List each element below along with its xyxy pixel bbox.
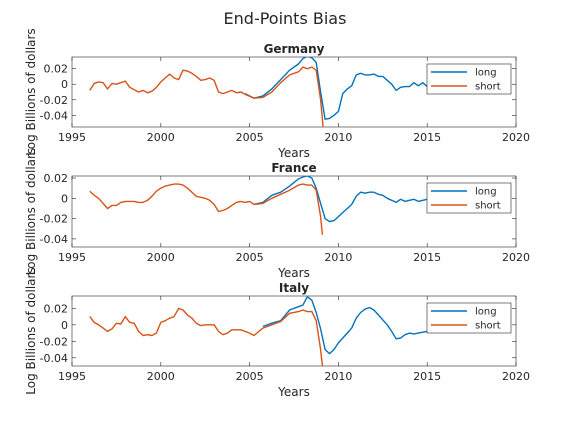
x-axis-label: Years <box>277 266 310 280</box>
panel-germany: 1995 2000 2005 2010 2015 2020 -0.04 -0.02 0 0.02 G… <box>24 28 530 160</box>
x-tick-label: 2010 <box>324 251 352 264</box>
legend-label-long: long <box>475 187 497 198</box>
legend-label-long: long <box>475 307 497 318</box>
x-tick-label: 2005 <box>236 131 264 144</box>
legend: long short <box>426 182 512 214</box>
x-tick-label: 1995 <box>58 131 86 144</box>
legend-label-short: short <box>475 82 501 93</box>
legend: long short <box>426 63 512 95</box>
panel-title: France <box>271 161 316 175</box>
y-axis-label: Log Billions of dollars <box>24 267 38 394</box>
y-tick-label: -0.02 <box>40 335 68 348</box>
chart-panels: 1995 2000 2005 2010 2015 2020 -0.04 -0.02 0 0.02 G… <box>24 28 530 399</box>
panel-italy: 1995 2000 2005 2010 2015 2020 -0.04 -0.02 0 0.02 I… <box>24 267 530 399</box>
x-tick-label: 2005 <box>236 370 264 383</box>
y-axis-label: Log Billions of dollars <box>24 28 38 155</box>
y-tick-label: 0.02 <box>44 63 69 76</box>
y-tick-label: 0 <box>61 319 68 332</box>
x-tick-label: 2015 <box>413 131 441 144</box>
x-tick-label: 2010 <box>324 131 352 144</box>
y-tick-label: -0.02 <box>40 94 68 107</box>
x-axis-label: Years <box>277 146 310 160</box>
series-line-short <box>89 183 324 235</box>
x-tick-label: 2005 <box>236 251 264 264</box>
x-axis-label: Years <box>277 385 310 399</box>
y-axis-label: Log Billions of dollars <box>24 148 38 275</box>
y-tick-label: -0.04 <box>40 352 68 365</box>
panel-title: Germany <box>264 42 325 56</box>
series-line-short <box>89 66 324 127</box>
y-tick-label: 0 <box>61 78 68 91</box>
x-tick-label: 2020 <box>502 131 530 144</box>
y-tick-label: -0.04 <box>40 109 68 122</box>
series-line-long <box>253 176 428 223</box>
x-tick-label: 1995 <box>58 370 86 383</box>
x-tick-label: 1995 <box>58 251 86 264</box>
legend-label-short: short <box>475 201 501 212</box>
y-tick-label: -0.04 <box>40 233 68 246</box>
x-tick-label: 2015 <box>413 370 441 383</box>
x-tick-label: 2000 <box>147 370 175 383</box>
y-tick-label: 0 <box>61 192 68 205</box>
series-line-short <box>89 307 324 366</box>
y-tick-label: -0.02 <box>40 213 68 226</box>
legend-label-short: short <box>475 321 501 332</box>
legend-box <box>426 182 512 214</box>
panel-france: 1995 2000 2005 2010 2015 2020 -0.04 -0.02 0 0.02 F… <box>24 148 530 280</box>
x-tick-label: 2020 <box>502 251 530 264</box>
x-tick-label: 2000 <box>147 251 175 264</box>
figure-title: End-Points Bias <box>224 9 347 28</box>
x-tick-label: 2015 <box>413 251 441 264</box>
x-tick-label: 2020 <box>502 370 530 383</box>
y-tick-label: 0.02 <box>44 302 69 315</box>
legend-box <box>426 302 512 334</box>
x-tick-label: 2000 <box>147 131 175 144</box>
legend-label-long: long <box>475 68 497 79</box>
series-line-long <box>244 57 428 120</box>
legend-box <box>426 63 512 95</box>
panel-title: Italy <box>279 281 309 295</box>
y-tick-label: 0.02 <box>44 172 69 185</box>
x-tick-label: 2010 <box>324 370 352 383</box>
series-line-long <box>262 296 428 355</box>
legend: long short <box>426 302 512 334</box>
